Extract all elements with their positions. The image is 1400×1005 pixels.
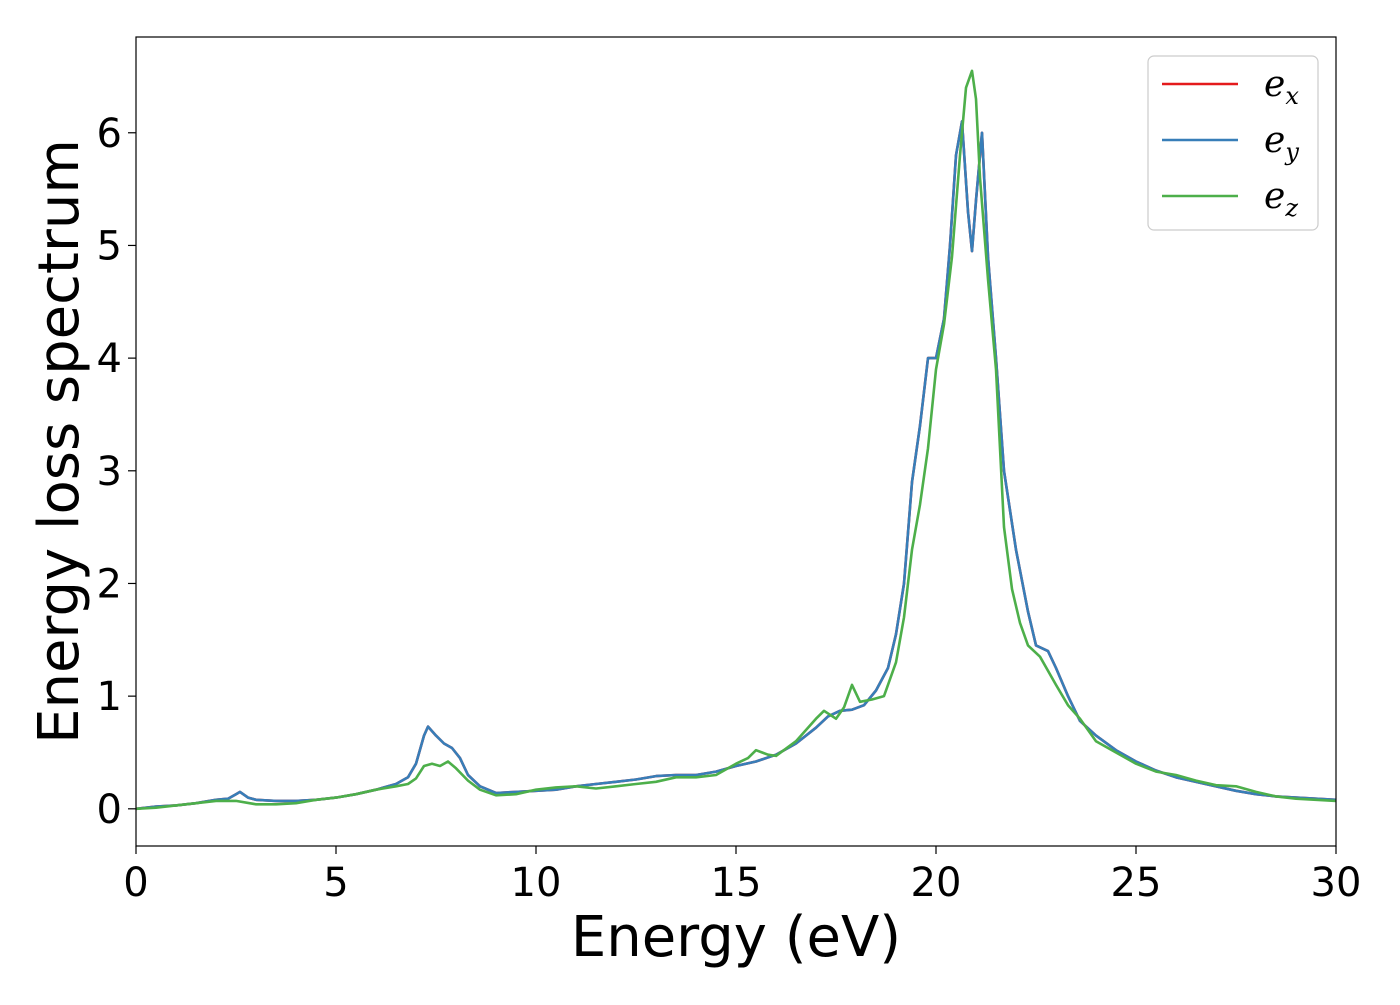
y-tick-label: 0 <box>97 787 122 833</box>
x-tick-label: 10 <box>511 860 562 906</box>
x-axis-ticks: 0 5 10 15 20 25 30 <box>123 846 1361 906</box>
legend-box <box>1147 55 1319 231</box>
legend-label: ez <box>1264 176 1298 222</box>
y-tick-label: 3 <box>97 449 122 495</box>
y-tick-label: 6 <box>97 111 122 157</box>
y-axis-title: Energy loss spectrum <box>27 139 92 744</box>
x-axis-title: Energy (eV) <box>571 905 901 970</box>
x-tick-label: 0 <box>123 860 148 906</box>
y-axis-ticks: 0 1 2 3 4 5 6 <box>97 111 136 833</box>
series-line-e-z <box>136 69 1336 811</box>
x-tick-label: 30 <box>1311 860 1362 906</box>
y-tick-label: 1 <box>97 674 122 720</box>
y-tick-label: 4 <box>97 336 122 382</box>
x-tick-label: 20 <box>911 860 962 906</box>
x-tick-label: 5 <box>323 860 348 906</box>
y-tick-label: 5 <box>97 223 122 269</box>
x-tick-label: 25 <box>1111 860 1162 906</box>
y-tick-label: 2 <box>97 561 122 607</box>
x-tick-label: 15 <box>711 860 762 906</box>
plot-lines <box>136 69 1336 811</box>
